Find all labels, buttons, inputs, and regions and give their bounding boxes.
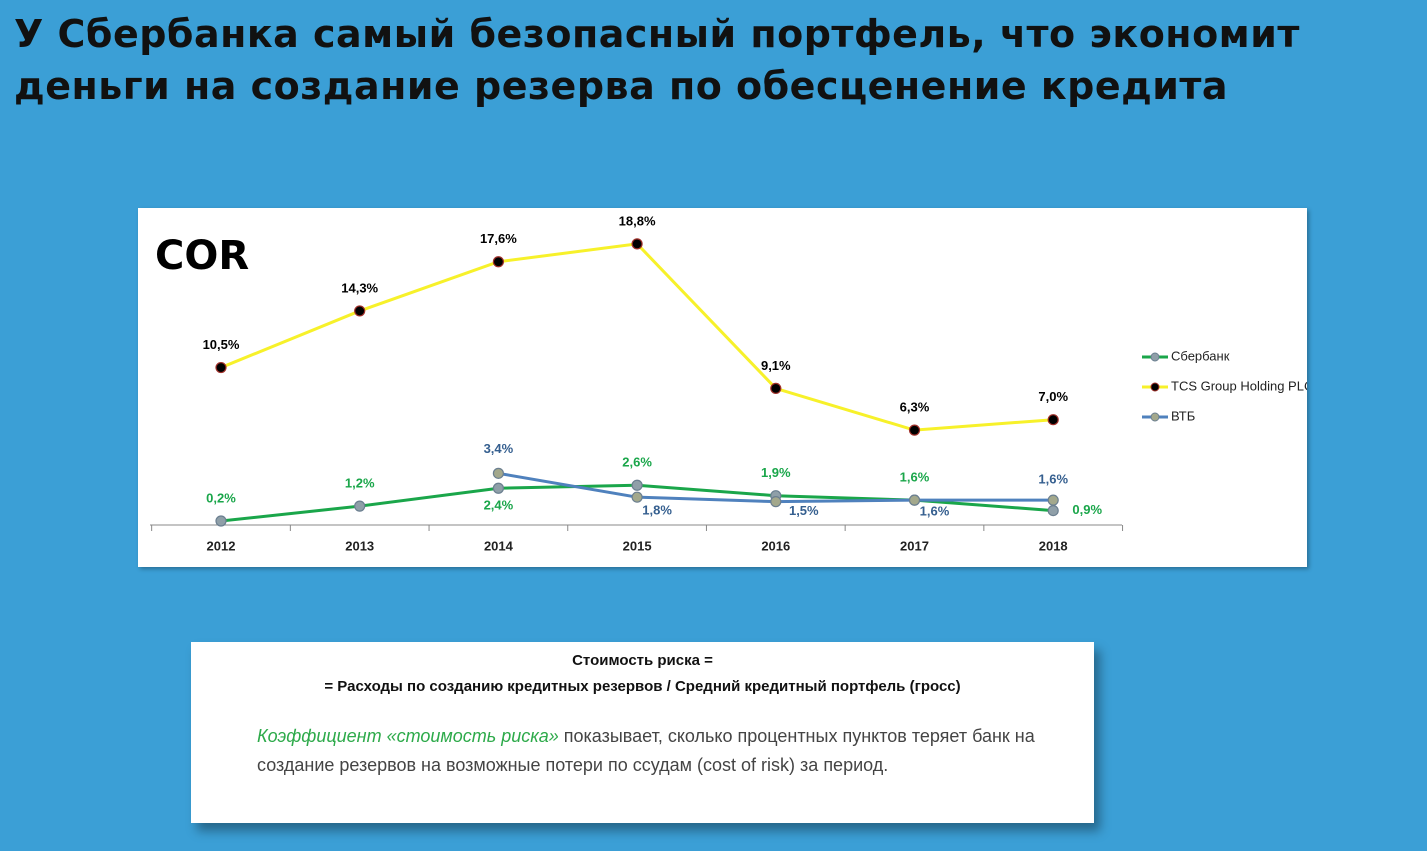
data-label: 1,6% <box>900 470 930 485</box>
data-label: 17,6% <box>480 231 517 246</box>
legend-label: Сбербанк <box>1171 348 1230 363</box>
marker <box>908 424 921 436</box>
data-label: 2,4% <box>484 498 514 513</box>
data-label: 14,3% <box>341 280 378 295</box>
x-tick-label: 2012 <box>207 538 236 553</box>
marker <box>631 491 643 503</box>
x-tick-label: 2018 <box>1039 538 1068 553</box>
data-label: 7,0% <box>1038 389 1068 404</box>
marker <box>492 467 504 479</box>
x-tick-label: 2014 <box>484 538 514 553</box>
marker <box>631 479 643 491</box>
data-label: 6,3% <box>900 400 930 415</box>
note-title: Стоимость риска = <box>572 652 713 669</box>
data-label: 18,8% <box>619 213 656 228</box>
data-label: 10,5% <box>203 337 240 352</box>
data-label: 9,1% <box>761 358 791 373</box>
marker <box>1047 414 1059 426</box>
marker <box>770 382 782 395</box>
data-label: 0,2% <box>206 490 236 505</box>
marker <box>770 496 782 508</box>
marker <box>354 500 366 512</box>
x-tick-label: 2016 <box>761 538 790 553</box>
marker <box>215 515 227 527</box>
chart: COR 2012 2013 2014 2015 2016 2017 2018 0,2% 1,2%… <box>138 208 1307 567</box>
data-label: 3,4% <box>484 441 514 456</box>
data-label: 0,9% <box>1072 502 1102 517</box>
chart-title: COR <box>155 233 249 279</box>
note-body: показывает, сколько процентных пунктов т… <box>257 726 1035 775</box>
data-label: 2,6% <box>622 455 652 470</box>
marker <box>631 238 643 250</box>
x-tick-label: 2017 <box>900 538 929 553</box>
marker <box>908 494 921 506</box>
legend-label: ВТБ <box>1171 408 1195 423</box>
heading-line: деньги на создание резерва по обесценени… <box>14 64 1229 108</box>
marker <box>354 305 366 317</box>
marker <box>215 361 227 374</box>
x-tick-label: 2015 <box>623 538 652 553</box>
marker <box>1047 494 1059 506</box>
note-term: Коэффициент «стоимость риска» <box>257 726 559 746</box>
legend-marker <box>1150 412 1160 422</box>
data-label: 1,5% <box>789 503 819 518</box>
x-tick-label: 2013 <box>345 538 374 553</box>
marker <box>492 482 504 494</box>
legend-marker <box>1150 352 1160 362</box>
note-box: Стоимость риска = = Расходы по созданию … <box>191 642 1094 823</box>
note-formula: = Расходы по созданию кредитных резервов… <box>324 678 961 695</box>
note-text: Коэффициент «стоимость риска» показывает… <box>257 722 1072 780</box>
marker <box>1047 504 1059 517</box>
data-label: 1,2% <box>345 476 375 491</box>
legend-marker <box>1150 382 1160 392</box>
legend-label: TCS Group Holding PLC <box>1171 378 1307 393</box>
marker <box>492 256 504 268</box>
data-label: 1,6% <box>1038 472 1068 487</box>
heading-line: У Сбербанка самый безопасный портфель, ч… <box>14 12 1300 56</box>
data-label: 1,8% <box>642 503 672 518</box>
data-label: 1,6% <box>920 504 950 519</box>
data-label: 1,9% <box>761 465 791 480</box>
